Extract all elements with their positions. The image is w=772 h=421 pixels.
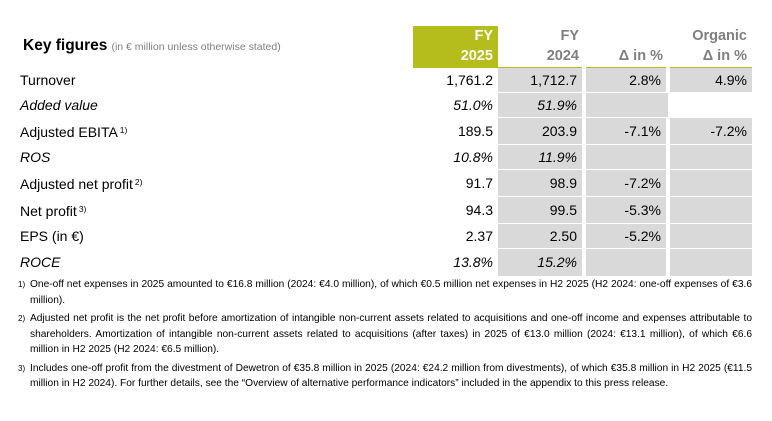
- row-label: EPS (in €): [18, 223, 413, 249]
- title-text: Key figures: [23, 37, 108, 55]
- table-title: Key figures (in € million unless otherwi…: [18, 26, 413, 68]
- cell-fy2025: 94.3: [413, 196, 498, 224]
- cell-delta: -7.1%: [582, 117, 668, 145]
- row-label-text: Added value: [20, 97, 98, 113]
- footnote-number: 1): [18, 280, 26, 289]
- cell-fy2025: 91.7: [413, 169, 498, 197]
- row-label-text: ROCE: [20, 254, 61, 270]
- cell-organic: -7.2%: [666, 117, 752, 145]
- title-subtitle: (in € million unless otherwise stated): [111, 41, 281, 54]
- row-label: Turnover: [18, 67, 413, 93]
- footnote-text: Adjusted net profit is the net profit be…: [30, 313, 752, 355]
- footnote-ref: 1): [119, 125, 128, 135]
- row-label: Adjusted EBITA 1): [18, 117, 413, 145]
- cell-organic: [668, 92, 752, 118]
- table-row-roce: ROCE 13.8% 15.2%: [18, 248, 752, 277]
- footnote-item: 1) One-off net expenses in 2025 amounted…: [18, 277, 752, 308]
- footnote-number: 2): [18, 314, 26, 323]
- col-header-fy2025-line2: 2025: [413, 46, 498, 68]
- cell-delta: [582, 248, 668, 277]
- table-row-eps: EPS (in €) 2.37 2.50 -5.2%: [18, 223, 752, 249]
- cell-fy2024: 99.5: [498, 196, 584, 224]
- col-header-fy2024-line2: 2024: [498, 46, 584, 68]
- row-label-text: Adjusted EBITA: [20, 124, 118, 140]
- cell-organic: [666, 144, 752, 170]
- row-label: ROCE: [18, 248, 413, 277]
- row-label: Adjusted net profit 2): [18, 169, 413, 197]
- col-header-organic-line2: Δ in %: [668, 46, 752, 68]
- cell-organic: [666, 223, 752, 249]
- cell-delta: 2.8%: [582, 67, 668, 93]
- row-label: Net profit 3): [18, 196, 413, 224]
- cell-delta: [582, 144, 668, 170]
- footnote-text: Includes one-off profit from the divestm…: [30, 362, 752, 390]
- footnote-ref: 3): [78, 204, 87, 214]
- cell-fy2024: 11.9%: [498, 144, 584, 170]
- table-row-turnover: Turnover 1,761.2 1,712.7 2.8% 4.9%: [18, 67, 752, 93]
- row-label-text: EPS (in €): [20, 228, 84, 244]
- col-header-organic-line1: Organic: [692, 28, 747, 44]
- cell-delta: -7.2%: [582, 169, 668, 197]
- col-header-fy2025-line1: FY: [413, 26, 498, 46]
- cell-fy2025: 10.8%: [413, 144, 498, 170]
- col-header-delta-line1: [584, 26, 668, 46]
- col-header-delta-line2: Δ in %: [584, 46, 668, 68]
- row-label-text: Turnover: [20, 71, 76, 88]
- row-label: Added value: [18, 92, 413, 118]
- cell-delta: [582, 92, 668, 118]
- cell-fy2025: 13.8%: [413, 248, 498, 277]
- row-label: ROS: [18, 144, 413, 170]
- cell-organic: [666, 248, 752, 277]
- table-row-adjusted-net-profit: Adjusted net profit 2) 91.7 98.9 -7.2%: [18, 169, 752, 197]
- cell-fy2024: 98.9: [498, 169, 584, 197]
- table-row-ros: ROS 10.8% 11.9%: [18, 144, 752, 170]
- cell-fy2025: 1,761.2: [413, 67, 498, 93]
- table-row-added-value: Added value 51.0% 51.9%: [18, 92, 752, 118]
- footnote-item: 3) Includes one-off profit from the dive…: [18, 361, 752, 392]
- key-figures-table: Key figures (in € million unless otherwi…: [18, 26, 752, 277]
- table-row-net-profit: Net profit 3) 94.3 99.5 -5.3%: [18, 196, 752, 224]
- cell-fy2024: 1,712.7: [498, 67, 584, 93]
- cell-fy2025: 189.5: [413, 117, 498, 145]
- cell-fy2024: 15.2%: [498, 248, 584, 277]
- row-label-text: ROS: [20, 149, 51, 165]
- footnote-item: 2) Adjusted net profit is the net profit…: [18, 311, 752, 358]
- header-row-1: Key figures (in € million unless otherwi…: [18, 26, 752, 54]
- cell-fy2024: 2.50: [498, 223, 584, 249]
- cell-organic: [666, 196, 752, 224]
- key-figures-table-wrapper: Key figures (in € million unless otherwi…: [18, 26, 752, 277]
- footnotes: 1) One-off net expenses in 2025 amounted…: [18, 277, 752, 395]
- row-label-text: Net profit: [20, 203, 77, 219]
- col-header-fy2024-line1: FY: [560, 28, 579, 44]
- header-row-2: 2025 2024 Δ in % Δ in %: [18, 46, 752, 68]
- cell-fy2025: 51.0%: [413, 92, 498, 118]
- cell-organic: 4.9%: [666, 67, 752, 93]
- cell-fy2025: 2.37: [413, 223, 498, 249]
- table-row-adjusted-ebita: Adjusted EBITA 1) 189.5 203.9 -7.1% -7.2%: [18, 117, 752, 145]
- cell-delta: -5.3%: [582, 196, 668, 224]
- footnote-number: 3): [18, 363, 26, 373]
- row-label-text: Adjusted net profit: [20, 176, 133, 192]
- cell-fy2024: 51.9%: [498, 92, 584, 118]
- footnote-ref: 2): [134, 177, 143, 187]
- footnote-text: One-off net expenses in 2025 amounted to…: [30, 279, 752, 306]
- cell-organic: [666, 169, 752, 197]
- cell-fy2024: 203.9: [498, 117, 584, 145]
- cell-delta: -5.2%: [582, 223, 668, 249]
